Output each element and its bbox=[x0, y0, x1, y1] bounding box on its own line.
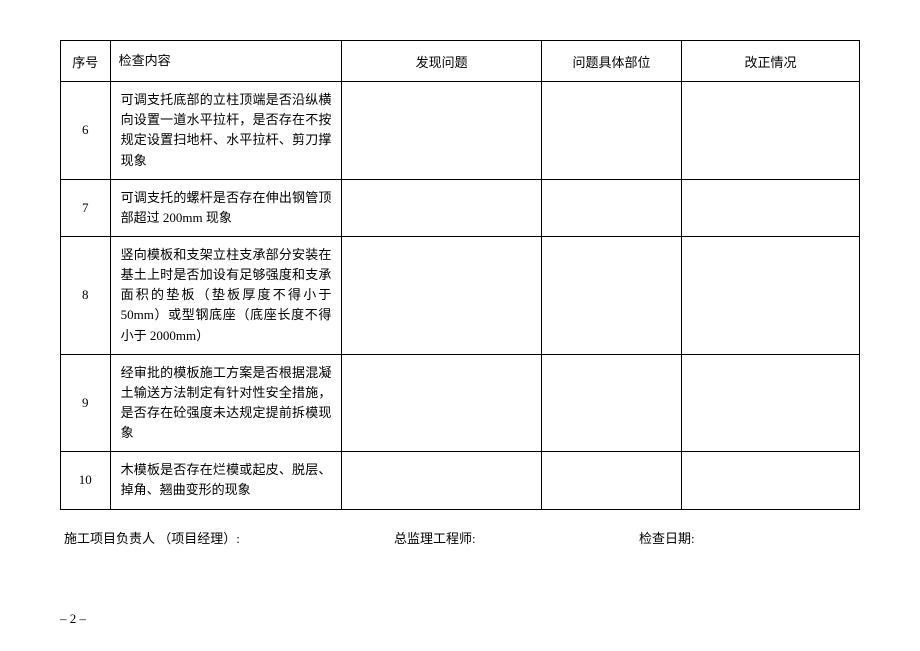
cell-correction bbox=[682, 354, 860, 452]
header-correction: 改正情况 bbox=[682, 41, 860, 82]
cell-content: 可调支托底部的立柱顶端是否沿纵横向设置一道水平拉杆，是否存在不按规定设置扫地杆、… bbox=[110, 82, 342, 180]
header-problem: 发现问题 bbox=[342, 41, 541, 82]
header-content: 检查内容 bbox=[110, 41, 342, 82]
cell-problem bbox=[342, 82, 541, 180]
cell-content: 可调支托的螺杆是否存在伸出钢管顶部超过 200mm 现象 bbox=[110, 179, 342, 236]
cell-problem bbox=[342, 452, 541, 509]
cell-problem bbox=[342, 236, 541, 354]
table-row: 7 可调支托的螺杆是否存在伸出钢管顶部超过 200mm 现象 bbox=[61, 179, 860, 236]
footer-manager: 施工项目负责人 （项目经理）: bbox=[64, 528, 394, 547]
cell-location bbox=[541, 179, 681, 236]
inspection-table: 序号 检查内容 发现问题 问题具体部位 改正情况 6 可调支托底部的立柱顶端是否… bbox=[60, 40, 860, 510]
footer-date: 检查日期: bbox=[639, 528, 856, 547]
cell-seq: 10 bbox=[61, 452, 111, 509]
table-row: 9 经审批的模板施工方案是否根据混凝土输送方法制定有针对性安全措施，是否存在砼强… bbox=[61, 354, 860, 452]
cell-seq: 9 bbox=[61, 354, 111, 452]
cell-correction bbox=[682, 179, 860, 236]
cell-content: 竖向模板和支架立柱支承部分安装在基土上时是否加设有足够强度和支承面积的垫板（垫板… bbox=[110, 236, 342, 354]
cell-location bbox=[541, 236, 681, 354]
signature-footer: 施工项目负责人 （项目经理）: 总监理工程师: 检查日期: bbox=[60, 528, 860, 547]
cell-location bbox=[541, 452, 681, 509]
page-number: – 2 – bbox=[60, 611, 86, 627]
cell-seq: 6 bbox=[61, 82, 111, 180]
cell-problem bbox=[342, 354, 541, 452]
table-row: 6 可调支托底部的立柱顶端是否沿纵横向设置一道水平拉杆，是否存在不按规定设置扫地… bbox=[61, 82, 860, 180]
table-header-row: 序号 检查内容 发现问题 问题具体部位 改正情况 bbox=[61, 41, 860, 82]
cell-correction bbox=[682, 236, 860, 354]
table-row: 8 竖向模板和支架立柱支承部分安装在基土上时是否加设有足够强度和支承面积的垫板（… bbox=[61, 236, 860, 354]
cell-problem bbox=[342, 179, 541, 236]
cell-correction bbox=[682, 82, 860, 180]
header-location: 问题具体部位 bbox=[541, 41, 681, 82]
cell-location bbox=[541, 82, 681, 180]
cell-seq: 7 bbox=[61, 179, 111, 236]
table-row: 10 木模板是否存在烂模或起皮、脱层、掉角、翘曲变形的现象 bbox=[61, 452, 860, 509]
footer-engineer: 总监理工程师: bbox=[394, 528, 639, 547]
cell-location bbox=[541, 354, 681, 452]
cell-correction bbox=[682, 452, 860, 509]
cell-seq: 8 bbox=[61, 236, 111, 354]
cell-content: 木模板是否存在烂模或起皮、脱层、掉角、翘曲变形的现象 bbox=[110, 452, 342, 509]
header-seq: 序号 bbox=[61, 41, 111, 82]
cell-content: 经审批的模板施工方案是否根据混凝土输送方法制定有针对性安全措施，是否存在砼强度未… bbox=[110, 354, 342, 452]
